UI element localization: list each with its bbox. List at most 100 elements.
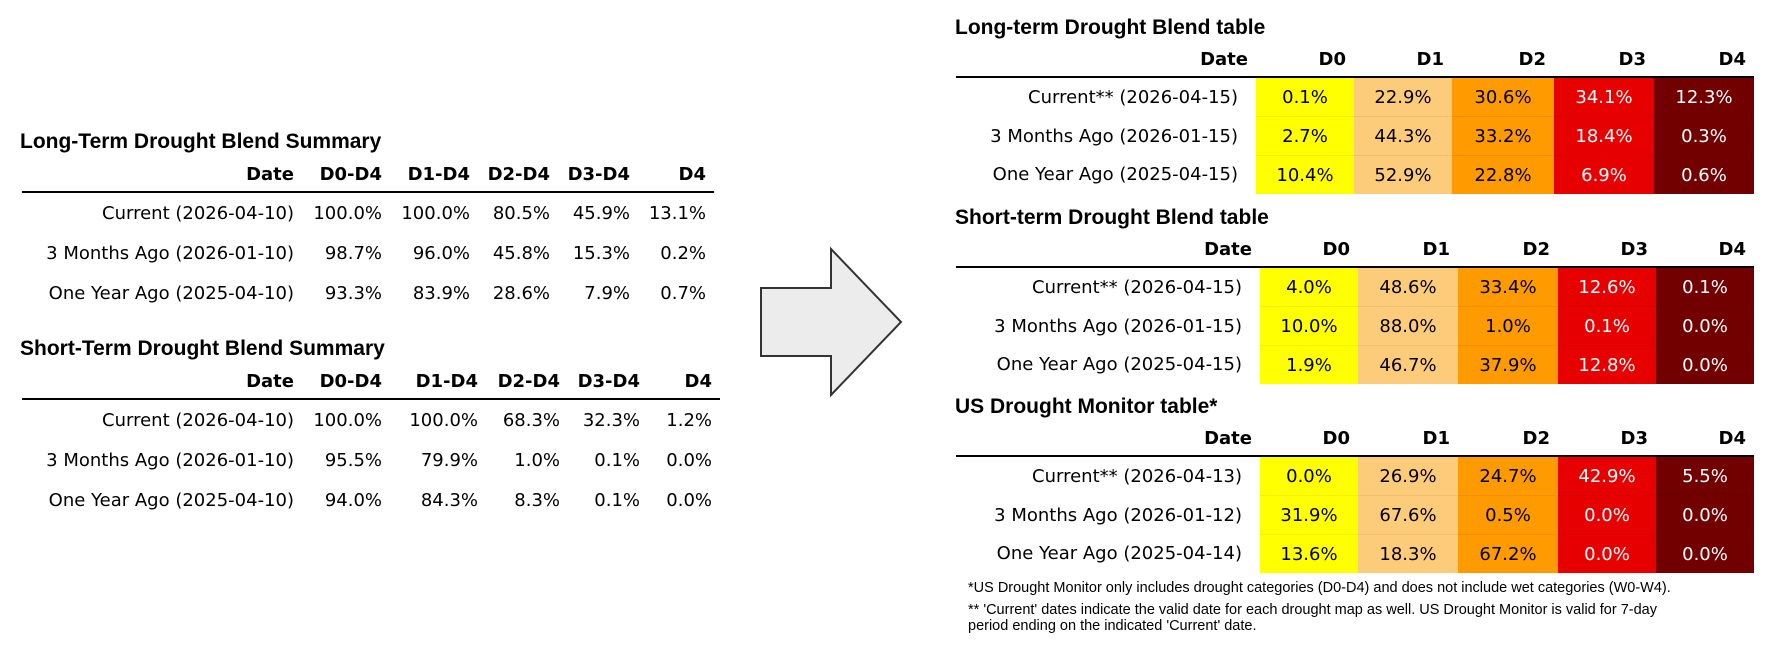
value-cell: 67.2% xyxy=(1458,534,1558,573)
value-cell: 0.7% xyxy=(660,282,706,304)
value-cell: 79.9% xyxy=(420,449,478,471)
value-cell: 1.0% xyxy=(514,449,560,471)
value-cell: 44.3% xyxy=(1354,116,1452,156)
header-date: Date xyxy=(22,364,302,400)
value-cell: 1.9% xyxy=(1260,345,1358,384)
header-d3-d4: D3-D4 xyxy=(558,157,638,193)
header-d4: D4 xyxy=(1654,42,1754,78)
value-cell: 37.9% xyxy=(1458,345,1558,384)
header-date: Date xyxy=(956,232,1260,268)
table-row: 3 Months Ago (2026-01-15) 2.7% 44.3% 33.2% 1… xyxy=(956,116,1754,156)
value-cell: 0.1% xyxy=(594,449,640,471)
value-cell: 0.5% xyxy=(1458,495,1558,535)
value-cell: 33.2% xyxy=(1452,116,1554,156)
table-header-row: Date D0 D1 D2 D3 D4 xyxy=(956,232,1754,268)
table-header-row: Date D0-D4 D1-D4 D2-D4 D3-D4 D4 xyxy=(22,157,714,193)
value-cell: 0.2% xyxy=(660,242,706,264)
value-cell: 28.6% xyxy=(492,282,550,304)
table-row: One Year Ago (2025-04-10) 93.3% 83.9% 28.6%… xyxy=(22,273,714,313)
header-d3-d4: D3-D4 xyxy=(568,364,648,400)
value-cell: 34.1% xyxy=(1554,77,1654,117)
header-d0: D0 xyxy=(1260,232,1358,268)
header-d0-d4: D0-D4 xyxy=(302,157,390,193)
long-term-blend-table: Date D0 D1 D2 D3 D4 Current** (2026-04-1… xyxy=(956,42,1754,194)
long-term-summary-table: Date D0-D4 D1-D4 D2-D4 D3-D4 D4 Current … xyxy=(22,157,714,313)
value-cell: 0.0% xyxy=(1558,534,1656,573)
value-cell: 45.9% xyxy=(572,202,630,224)
value-cell: 83.9% xyxy=(412,282,470,304)
value-cell: 10.4% xyxy=(1256,155,1354,194)
value-cell: 93.3% xyxy=(324,282,382,304)
short-term-summary-title: Short-Term Drought Blend Summary xyxy=(20,337,385,360)
value-cell: 0.1% xyxy=(1256,77,1354,117)
value-cell: 0.0% xyxy=(1260,456,1358,496)
value-cell: 68.3% xyxy=(502,409,560,431)
header-d1: D1 xyxy=(1358,232,1458,268)
row-date-cell: 3 Months Ago (2026-01-15) xyxy=(994,315,1242,337)
short-term-summary-table: Date D0-D4 D1-D4 D2-D4 D3-D4 D4 Current … xyxy=(22,364,720,520)
value-cell: 95.5% xyxy=(324,449,382,471)
value-cell: 0.1% xyxy=(1558,306,1656,346)
header-d2: D2 xyxy=(1458,232,1558,268)
value-cell: 0.0% xyxy=(666,489,712,511)
header-d2: D2 xyxy=(1452,42,1554,78)
us-drought-monitor-table: Date D0 D1 D2 D3 D4 Current** (2026-04-1… xyxy=(956,421,1754,573)
header-d4: D4 xyxy=(638,157,714,193)
value-cell: 94.0% xyxy=(324,489,382,511)
value-cell: 1.2% xyxy=(666,409,712,431)
header-d3: D3 xyxy=(1558,232,1656,268)
value-cell: 1.0% xyxy=(1458,306,1558,346)
value-cell: 84.3% xyxy=(420,489,478,511)
header-d2-d4: D2-D4 xyxy=(478,157,558,193)
row-date-cell: 3 Months Ago (2026-01-10) xyxy=(46,449,294,471)
value-cell: 12.3% xyxy=(1654,77,1754,117)
header-d0: D0 xyxy=(1260,421,1358,457)
header-d1-d4: D1-D4 xyxy=(390,157,478,193)
value-cell: 5.5% xyxy=(1656,456,1754,496)
long-term-summary-title: Long-Term Drought Blend Summary xyxy=(20,130,382,153)
value-cell: 0.0% xyxy=(1656,306,1754,346)
value-cell: 100.0% xyxy=(409,409,478,431)
value-cell: 30.6% xyxy=(1452,77,1554,117)
header-d4: D4 xyxy=(1656,421,1754,457)
row-date-cell: Current** (2026-04-13) xyxy=(1032,465,1242,487)
header-d2-d4: D2-D4 xyxy=(486,364,568,400)
value-cell: 0.3% xyxy=(1654,116,1754,156)
header-date: Date xyxy=(956,421,1260,457)
value-cell: 52.9% xyxy=(1354,155,1452,194)
row-date-cell: One Year Ago (2025-04-15) xyxy=(996,354,1242,376)
value-cell: 32.3% xyxy=(582,409,640,431)
usdm-table-title: US Drought Monitor table* xyxy=(955,395,1218,418)
row-date-cell: Current (2026-04-10) xyxy=(102,409,294,431)
table-row: Current** (2026-04-15) 4.0% 48.6% 33.4% 12.6… xyxy=(956,267,1754,307)
row-date-cell: Current** (2026-04-15) xyxy=(1032,276,1242,298)
value-cell: 96.0% xyxy=(412,242,470,264)
table-row: 3 Months Ago (2026-01-12) 31.9% 67.6% 0.5% 0… xyxy=(956,495,1754,535)
value-cell: 0.1% xyxy=(594,489,640,511)
right-arrow-icon xyxy=(760,246,903,398)
table-row: Current** (2026-04-15) 0.1% 22.9% 30.6% 34.1… xyxy=(956,77,1754,117)
table-row: One Year Ago (2025-04-15) 10.4% 52.9% 22.8%… xyxy=(956,155,1754,194)
value-cell: 0.0% xyxy=(1656,345,1754,384)
value-cell: 12.6% xyxy=(1558,267,1656,307)
table-row: One Year Ago (2025-04-14) 13.6% 18.3% 67.2%… xyxy=(956,534,1754,573)
table-row: One Year Ago (2025-04-10) 94.0% 84.3% 8.3% 0… xyxy=(22,480,720,520)
value-cell: 0.0% xyxy=(1558,495,1656,535)
header-d4: D4 xyxy=(1656,232,1754,268)
value-cell: 31.9% xyxy=(1260,495,1358,535)
value-cell: 0.1% xyxy=(1656,267,1754,307)
header-d3: D3 xyxy=(1558,421,1656,457)
header-d3: D3 xyxy=(1554,42,1654,78)
header-d0: D0 xyxy=(1256,42,1354,78)
value-cell: 18.3% xyxy=(1358,534,1458,573)
value-cell: 45.8% xyxy=(492,242,550,264)
table-row: Current (2026-04-10) 100.0% 100.0% 68.3% 32.… xyxy=(22,399,720,440)
value-cell: 22.9% xyxy=(1354,77,1452,117)
header-d1-d4: D1-D4 xyxy=(390,364,486,400)
header-d0-d4: D0-D4 xyxy=(302,364,390,400)
short-term-table-title: Short-term Drought Blend table xyxy=(955,206,1269,229)
value-cell: 24.7% xyxy=(1458,456,1558,496)
table-header-row: Date D0 D1 D2 D3 D4 xyxy=(956,42,1754,78)
table-header-row: Date D0 D1 D2 D3 D4 xyxy=(956,421,1754,457)
value-cell: 100.0% xyxy=(401,202,470,224)
